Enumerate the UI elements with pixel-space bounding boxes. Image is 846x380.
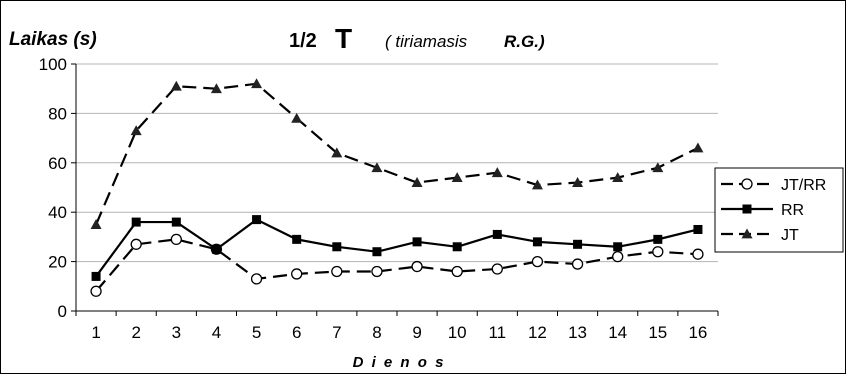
point-rr-9	[412, 237, 422, 247]
chart-title-main: T	[335, 23, 352, 54]
chart-title-note-open: ( tiriamasis	[385, 32, 468, 51]
point-jt-rr-13	[571, 258, 584, 270]
point-rr-4	[211, 244, 221, 254]
point-jt-rr-15	[652, 246, 664, 258]
x-tick-label-2: 2	[131, 323, 140, 342]
legend-label-rr: RR	[781, 202, 804, 219]
chart-title-note-close: R.G.)	[504, 32, 545, 51]
point-jt-rr-1	[90, 285, 102, 297]
legend-label-jt-rr: JT/RR	[781, 177, 826, 194]
series-rr	[91, 215, 703, 281]
point-jt-16	[692, 142, 704, 153]
chart-title-prefix: 1/2	[289, 30, 317, 52]
x-tick-label-9: 9	[412, 323, 421, 342]
point-rr-12	[532, 237, 542, 247]
x-tick-label-16: 16	[688, 323, 707, 342]
point-jt-5	[251, 78, 263, 89]
legend-item-rr: RR	[721, 202, 804, 219]
point-rr-5	[252, 215, 262, 225]
legend-swatch-marker-jt	[741, 228, 753, 239]
point-jt-rr-7	[331, 265, 343, 278]
point-jt-6	[291, 112, 303, 123]
point-jt-9	[411, 177, 423, 187]
point-rr-6	[292, 234, 302, 244]
y-axis-label: Laikas (s)	[9, 29, 97, 50]
point-jt-4	[210, 83, 222, 94]
point-jt-10	[451, 172, 463, 183]
y-tick-label-60: 60	[48, 154, 67, 173]
point-jt-13	[572, 177, 584, 187]
point-jt-rr-16	[692, 248, 704, 260]
point-jt-rr-12	[531, 255, 544, 268]
point-rr-3	[171, 217, 181, 227]
x-tick-label-13: 13	[568, 323, 587, 342]
point-jt-12	[531, 179, 543, 190]
point-jt-3	[170, 80, 182, 91]
y-tick-label-0: 0	[58, 302, 67, 321]
point-jt-rr-5	[250, 273, 263, 285]
point-jt-rr-6	[291, 268, 303, 280]
x-tick-label-6: 6	[292, 323, 301, 342]
legend-swatch-marker-rr	[742, 204, 752, 214]
point-rr-10	[452, 242, 462, 252]
series-line-jt	[95, 82, 699, 225]
point-jt-rr-11	[491, 263, 503, 275]
point-rr-14	[613, 242, 623, 252]
point-rr-15	[653, 234, 663, 244]
y-tick-label-100: 100	[39, 55, 67, 74]
series-line-jt-rr	[95, 238, 699, 292]
series-line-rr	[95, 218, 699, 278]
point-jt-rr-8	[371, 265, 383, 278]
point-rr-1	[91, 271, 101, 281]
y-tick-label-20: 20	[48, 253, 67, 272]
x-tick-label-7: 7	[332, 323, 341, 342]
point-rr-8	[372, 247, 382, 257]
point-jt-2	[130, 125, 142, 136]
point-rr-7	[332, 242, 342, 252]
legend-swatch-marker-jt-rr	[741, 178, 753, 190]
point-jt-14	[612, 172, 624, 183]
x-tick-label-15: 15	[648, 323, 667, 342]
y-tick-label-40: 40	[48, 203, 67, 222]
chart-title: 1/2 T ( tiriamasis R.G.)	[289, 23, 545, 54]
x-tick-label-12: 12	[528, 323, 547, 342]
point-jt-8	[371, 162, 383, 173]
point-jt-rr-14	[612, 251, 624, 263]
x-tick-label-11: 11	[488, 323, 506, 342]
point-jt-1	[90, 219, 102, 229]
point-jt-rr-3	[170, 233, 182, 246]
point-rr-13	[573, 239, 583, 249]
point-rr-16	[693, 224, 703, 234]
legend-label-jt: JT	[781, 227, 799, 244]
x-tick-label-4: 4	[212, 323, 221, 342]
point-jt-7	[331, 147, 343, 158]
point-jt-15	[652, 162, 664, 173]
x-tick-label-8: 8	[372, 323, 381, 342]
y-tick-label-80: 80	[48, 104, 67, 123]
point-jt-11	[491, 167, 503, 178]
point-jt-rr-10	[451, 265, 463, 278]
x-tick-label-5: 5	[252, 323, 261, 342]
point-jt-rr-2	[130, 238, 142, 250]
x-tick-label-14: 14	[608, 323, 627, 342]
point-rr-11	[492, 229, 502, 239]
plot-background	[76, 64, 718, 311]
series-jt	[90, 78, 704, 229]
point-jt-rr-9	[411, 260, 423, 273]
x-tick-label-1: 1	[91, 323, 100, 342]
legend-item-jt: JT	[721, 227, 799, 244]
x-tick-label-10: 10	[448, 323, 467, 342]
x-axis-label: D i e n o s	[353, 354, 446, 371]
point-rr-2	[131, 217, 141, 227]
legend: JT/RR RR JT	[714, 167, 844, 253]
x-tick-label-3: 3	[172, 323, 181, 342]
legend-item-jt-rr: JT/RR	[721, 177, 826, 194]
